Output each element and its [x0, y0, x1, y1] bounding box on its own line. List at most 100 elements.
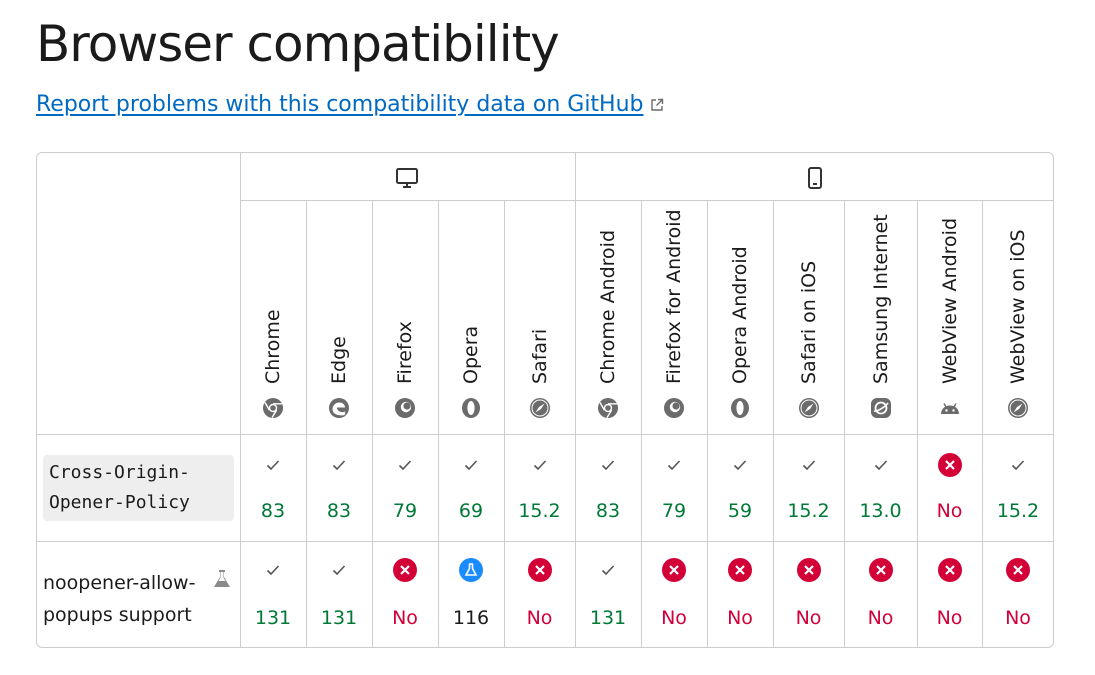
- report-problems-link[interactable]: Report problems with this compatibility …: [36, 92, 664, 117]
- support-version[interactable]: 83: [260, 500, 286, 522]
- unsupported-x-icon: [662, 558, 686, 582]
- browser-name: Firefox: [394, 321, 416, 384]
- supported-check-icon: [463, 457, 479, 473]
- support-version[interactable]: 83: [326, 500, 352, 522]
- android-icon: [939, 397, 961, 419]
- supported-check-icon: [600, 457, 616, 473]
- mobile-icon: [803, 166, 827, 190]
- support-version[interactable]: No: [526, 607, 553, 629]
- support-version[interactable]: No: [936, 607, 963, 629]
- browser-name: Opera: [460, 325, 482, 384]
- support-version[interactable]: No: [795, 607, 822, 629]
- grid-line: [306, 200, 307, 647]
- supported-check-icon: [873, 457, 889, 473]
- feature-name-line: noopener-allow-: [43, 572, 196, 594]
- supported-check-icon: [1010, 457, 1026, 473]
- grid-line: [37, 434, 1054, 435]
- supported-check-icon: [265, 562, 281, 578]
- edge-icon: [328, 397, 350, 419]
- grid-line: [37, 541, 1054, 542]
- support-version[interactable]: 59: [727, 500, 753, 522]
- grid-line: [773, 200, 774, 647]
- unsupported-x-icon: [728, 558, 752, 582]
- compat-table: [36, 152, 1054, 648]
- supported-check-icon: [331, 457, 347, 473]
- page-title: Browser compatibility: [36, 15, 560, 73]
- grid-line: [438, 200, 439, 647]
- grid-line: [504, 200, 505, 647]
- grid-line: [372, 200, 373, 647]
- external-link-icon: [650, 98, 664, 112]
- support-version[interactable]: No: [392, 607, 418, 629]
- support-version[interactable]: 79: [661, 500, 687, 522]
- feature-name-noopener-allow-popups: noopener-allow- popups support: [43, 567, 208, 631]
- grid-line: [241, 200, 1054, 201]
- grid-line: [707, 200, 708, 647]
- browser-name: Opera Android: [729, 246, 751, 384]
- support-version[interactable]: 79: [392, 500, 418, 522]
- opera-icon: [460, 397, 482, 419]
- support-version[interactable]: No: [936, 500, 963, 522]
- support-version[interactable]: 131: [589, 607, 627, 629]
- browser-name: Chrome: [262, 309, 284, 384]
- supported-check-icon: [732, 457, 748, 473]
- report-link-text: Report problems with this compatibility …: [36, 92, 644, 117]
- unsupported-x-icon: [527, 558, 552, 582]
- unsupported-x-icon: [937, 453, 962, 477]
- support-version[interactable]: No: [867, 607, 894, 629]
- support-version[interactable]: 69: [458, 500, 484, 522]
- support-version[interactable]: No: [661, 607, 687, 629]
- support-version[interactable]: 15.2: [518, 500, 561, 522]
- supported-check-icon: [331, 562, 347, 578]
- supported-check-icon: [532, 457, 548, 473]
- chrome-icon: [597, 397, 619, 419]
- safari-icon: [798, 397, 820, 419]
- safari-icon: [529, 397, 551, 419]
- support-version[interactable]: 15.2: [996, 500, 1040, 522]
- support-version[interactable]: 13.0: [859, 500, 902, 522]
- safari-icon: [1007, 397, 1029, 419]
- support-version[interactable]: 131: [254, 607, 292, 629]
- support-version[interactable]: No: [727, 607, 753, 629]
- supported-check-icon: [265, 457, 281, 473]
- opera-icon: [729, 397, 751, 419]
- grid-line: [917, 200, 918, 647]
- browser-name: Safari on iOS: [797, 260, 820, 384]
- support-version[interactable]: 83: [595, 500, 621, 522]
- browser-name: Chrome Android: [597, 229, 619, 384]
- samsung-internet-icon: [870, 397, 892, 419]
- experimental-flask-icon: [211, 568, 233, 590]
- browser-name: WebView on iOS: [1007, 229, 1029, 384]
- supported-check-icon: [600, 562, 616, 578]
- feature-name-cross-origin-opener-policy: Cross-Origin- Opener-Policy: [43, 455, 234, 521]
- browser-name: Safari: [528, 328, 551, 384]
- supported-check-icon: [397, 457, 413, 473]
- grid-line: [641, 200, 642, 647]
- desktop-icon: [395, 166, 419, 190]
- browser-name: Edge: [328, 336, 350, 384]
- firefox-icon: [663, 397, 685, 419]
- unsupported-x-icon: [393, 558, 417, 582]
- browser-name: Firefox for Android: [663, 209, 685, 384]
- grid-line: [982, 200, 983, 647]
- unsupported-x-icon: [1006, 558, 1030, 582]
- feature-name-line: Opener-Policy: [49, 492, 190, 513]
- grid-line: [240, 153, 241, 647]
- support-version[interactable]: 131: [320, 607, 358, 629]
- firefox-icon: [394, 397, 416, 419]
- grid-line: [575, 153, 576, 647]
- feature-name-line: popups support: [43, 604, 192, 626]
- unsupported-x-icon: [868, 558, 893, 582]
- supported-check-icon: [801, 457, 817, 473]
- unsupported-x-icon: [937, 558, 962, 582]
- browser-name: Samsung Internet: [869, 214, 892, 384]
- preview-flask-icon: [459, 558, 483, 582]
- support-version[interactable]: 15.2: [787, 500, 830, 522]
- chrome-icon: [262, 397, 284, 419]
- supported-check-icon: [666, 457, 682, 473]
- grid-line: [844, 200, 845, 647]
- feature-name-line: Cross-Origin-: [49, 462, 190, 483]
- support-version[interactable]: No: [1005, 607, 1031, 629]
- support-version[interactable]: 116: [452, 607, 490, 629]
- unsupported-x-icon: [796, 558, 821, 582]
